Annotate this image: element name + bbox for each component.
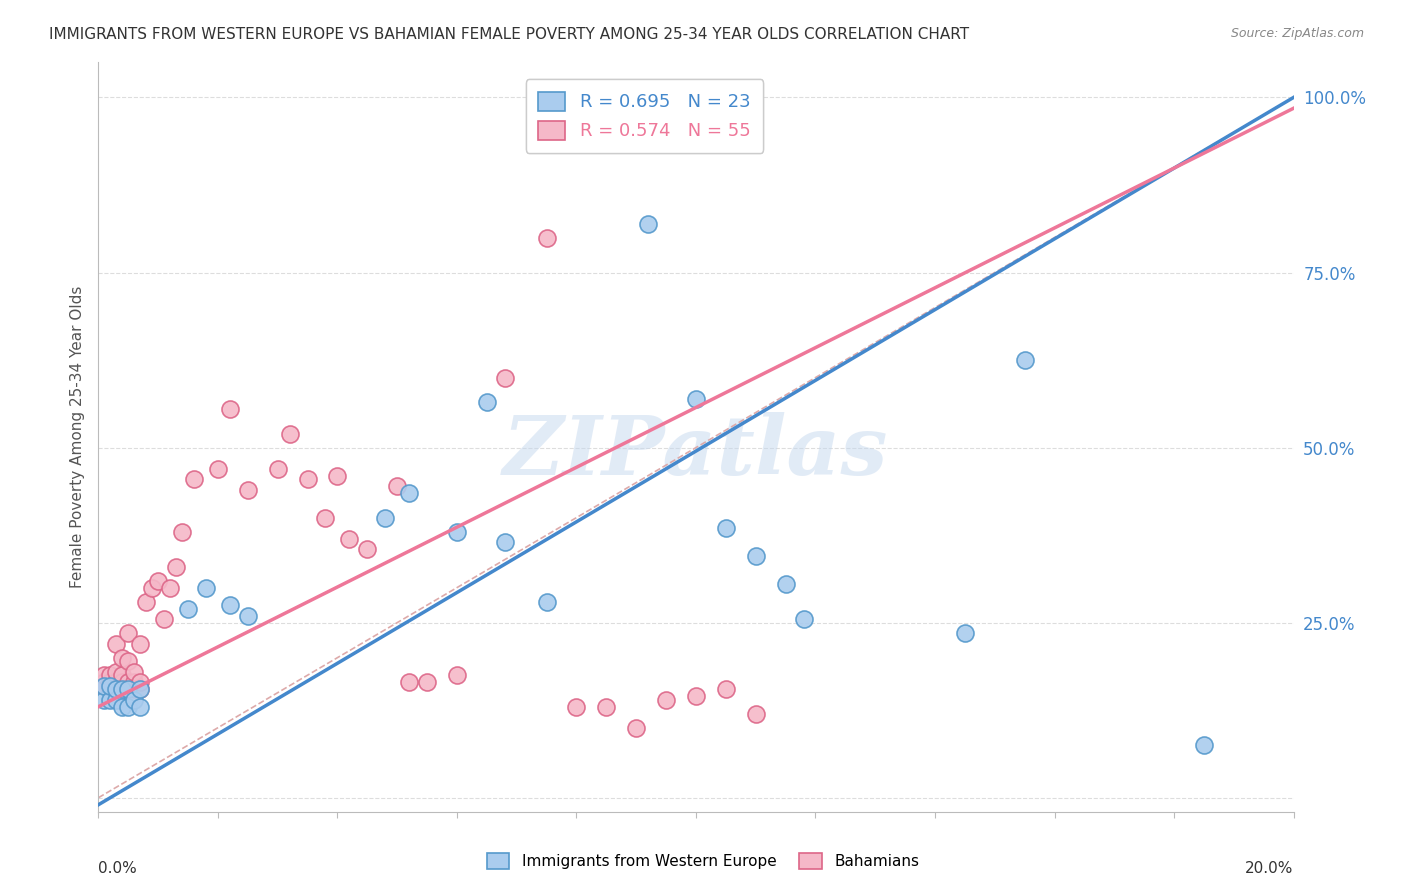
Text: 0.0%: 0.0% [98, 861, 138, 876]
Point [655, 692, 678, 706]
Text: ZIPatlas: ZIPatlas [503, 412, 889, 492]
Point [446, 524, 468, 539]
Point [637, 217, 659, 231]
Point [339, 532, 361, 546]
Point [93, 679, 115, 693]
Text: IMMIGRANTS FROM WESTERN EUROPE VS BAHAMIAN FEMALE POVERTY AMONG 25-34 YEAR OLDS : IMMIGRANTS FROM WESTERN EUROPE VS BAHAMI… [49, 27, 969, 42]
Point [177, 601, 200, 615]
Point [98, 682, 122, 697]
Point [219, 402, 242, 417]
Point [165, 559, 187, 574]
Point [111, 682, 134, 697]
Point [93, 668, 115, 682]
Point [124, 692, 146, 706]
Point [953, 626, 976, 640]
Point [398, 675, 420, 690]
Point [111, 699, 134, 714]
Point [565, 699, 588, 714]
Point [98, 675, 122, 690]
Point [105, 665, 128, 679]
Point [129, 682, 152, 697]
Point [356, 542, 378, 557]
Point [494, 370, 516, 384]
Point [745, 549, 768, 563]
Point [714, 682, 737, 697]
Point [105, 637, 128, 651]
Point [236, 483, 259, 497]
Point [315, 510, 337, 524]
Point [98, 668, 122, 682]
Point [93, 692, 115, 706]
Point [111, 675, 134, 690]
Point [236, 608, 259, 623]
Point [685, 392, 707, 406]
Point [1192, 738, 1215, 752]
Point [93, 675, 115, 690]
Point [297, 472, 319, 486]
Point [172, 524, 194, 539]
Point [141, 581, 163, 595]
Y-axis label: Female Poverty Among 25-34 Year Olds: Female Poverty Among 25-34 Year Olds [69, 286, 84, 588]
Point [195, 581, 218, 595]
Point [129, 682, 152, 697]
Point [1014, 353, 1036, 368]
Point [111, 682, 134, 697]
Point [105, 692, 128, 706]
Point [219, 598, 242, 612]
Point [117, 682, 139, 697]
Point [475, 395, 498, 409]
Point [153, 612, 176, 626]
Point [129, 699, 152, 714]
Point [111, 668, 134, 682]
Legend: Immigrants from Western Europe, Bahamians: Immigrants from Western Europe, Bahamian… [481, 847, 925, 875]
Point [536, 230, 558, 244]
Point [111, 650, 134, 665]
Point [124, 682, 146, 697]
Point [135, 594, 157, 608]
Point [159, 581, 181, 595]
Point [105, 675, 128, 690]
Point [129, 637, 152, 651]
Point [105, 682, 128, 697]
Point [148, 574, 170, 588]
Point [117, 699, 139, 714]
Point [595, 699, 617, 714]
Point [398, 486, 420, 500]
Point [416, 675, 439, 690]
Point [98, 679, 122, 693]
Point [536, 594, 558, 608]
Point [278, 426, 301, 441]
Legend: R = 0.695   N = 23, R = 0.574   N = 55: R = 0.695 N = 23, R = 0.574 N = 55 [526, 79, 763, 153]
Point [494, 535, 516, 549]
Point [326, 468, 349, 483]
Point [793, 612, 815, 626]
Point [117, 682, 139, 697]
Point [183, 472, 205, 486]
Point [267, 461, 290, 475]
Text: Source: ZipAtlas.com: Source: ZipAtlas.com [1230, 27, 1364, 40]
Point [117, 626, 139, 640]
Point [124, 675, 146, 690]
Point [93, 679, 115, 693]
Text: 20.0%: 20.0% [1246, 861, 1294, 876]
Point [385, 479, 409, 493]
Point [117, 675, 139, 690]
Point [124, 665, 146, 679]
Point [446, 668, 468, 682]
Point [745, 706, 768, 721]
Point [207, 461, 229, 475]
Point [105, 682, 128, 697]
Point [685, 689, 707, 703]
Point [117, 654, 139, 668]
Point [626, 112, 648, 126]
Point [98, 692, 122, 706]
Point [626, 721, 648, 735]
Point [129, 675, 152, 690]
Point [374, 510, 396, 524]
Point [775, 577, 797, 591]
Point [714, 521, 737, 535]
